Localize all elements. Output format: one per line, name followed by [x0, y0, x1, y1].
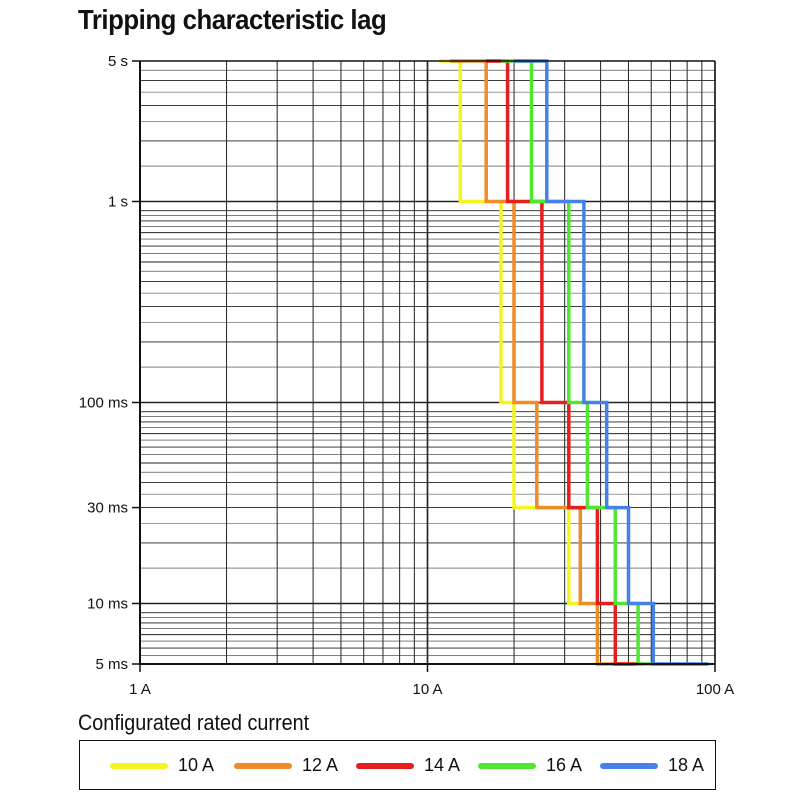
legend-swatch	[600, 763, 658, 769]
y-tick-label: 1 s	[108, 193, 128, 210]
y-tick-label: 100 ms	[79, 394, 128, 411]
legend-label: 14 A	[424, 755, 461, 775]
legend-swatch	[478, 763, 536, 769]
y-tick-label: 5 ms	[95, 656, 128, 673]
legend: 10 A 12 A 14 A 16 A 18 A	[79, 740, 716, 790]
axes	[139, 60, 716, 665]
series-group	[439, 59, 709, 666]
y-tick-label: 10 ms	[87, 595, 128, 612]
series-line-18a	[514, 59, 709, 666]
legend-swatch	[356, 763, 414, 769]
chart-title: Tripping characteristic lag	[78, 4, 387, 35]
series-line-16a	[500, 59, 654, 666]
y-tick-label: 5 s	[108, 53, 128, 70]
series-line-12a	[450, 59, 631, 666]
legend-label: 18 A	[668, 755, 705, 775]
series-line-14a	[486, 59, 645, 666]
legend-label: 10 A	[178, 755, 215, 775]
x-axis-label: Configurated rated current	[78, 710, 310, 735]
y-tick-label: 30 ms	[87, 500, 128, 517]
x-tick-label: 1 A	[129, 681, 151, 698]
tick-labels: 5 s 1 s 100 ms 30 ms 10 ms 5 ms1 A 10 A 100 A	[79, 53, 734, 698]
x-tick-label: 10 A	[412, 681, 442, 698]
legend-swatch	[110, 763, 168, 769]
legend-swatch	[234, 763, 292, 769]
x-tick-label: 100 A	[696, 681, 734, 698]
series-line-10a	[439, 59, 581, 606]
legend-label: 12 A	[302, 755, 339, 775]
legend-label: 16 A	[546, 755, 583, 775]
